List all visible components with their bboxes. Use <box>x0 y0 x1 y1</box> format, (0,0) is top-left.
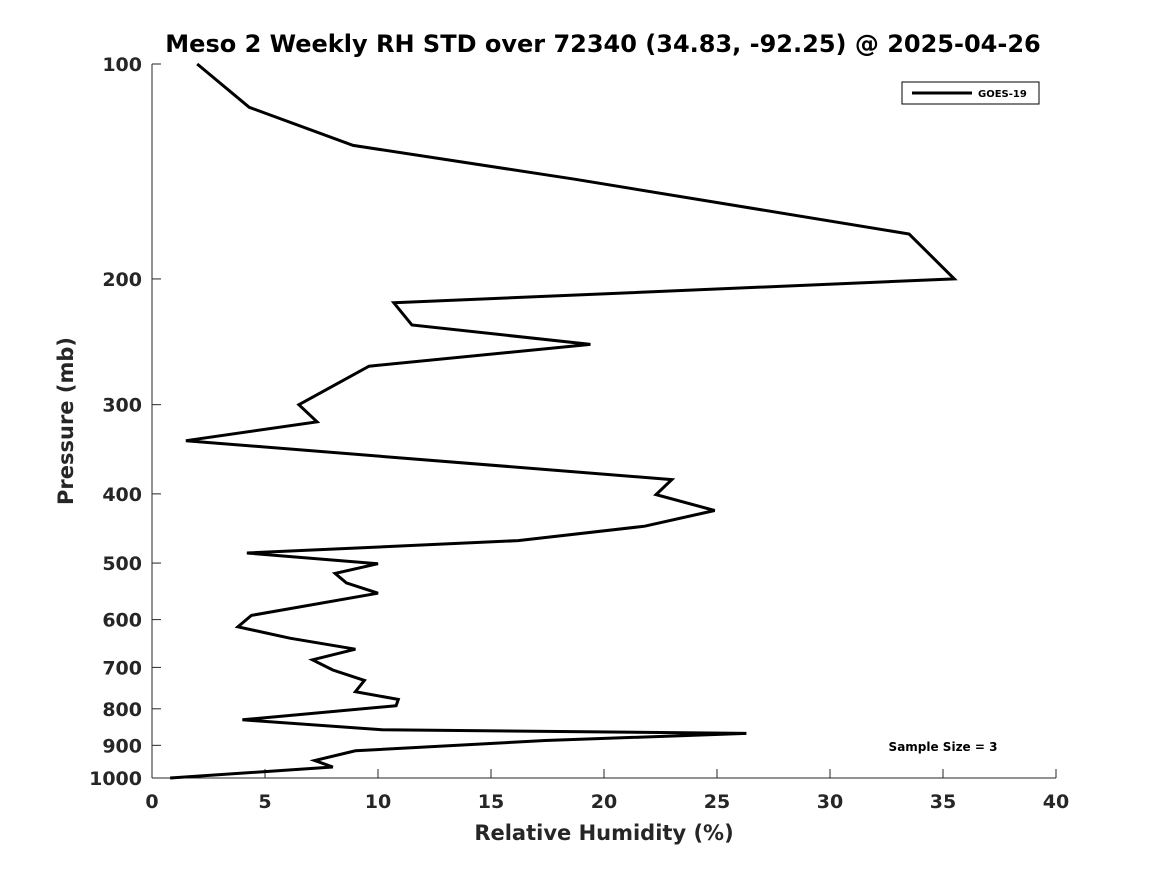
x-tick-label: 0 <box>145 791 158 813</box>
y-axis-label: Pressure (mb) <box>54 337 78 505</box>
chart-title: Meso 2 Weekly RH STD over 72340 (34.83, … <box>165 30 1040 58</box>
x-tick-label: 35 <box>930 791 956 813</box>
y-tick-label: 400 <box>102 484 142 506</box>
sample-size-annotation: Sample Size = 3 <box>889 740 998 754</box>
axes: 0 5 10 15 20 25 30 35 40 100 200 300 400 500 600 700 800… <box>89 54 1069 813</box>
y-tick-label: 300 <box>102 395 142 417</box>
x-tick-label: 25 <box>704 791 730 813</box>
y-tick-label: 600 <box>102 610 142 632</box>
y-tick-label: 800 <box>102 699 142 721</box>
y-tick-label: 700 <box>102 657 142 679</box>
y-tick-label: 100 <box>102 54 142 76</box>
x-tick-label: 40 <box>1043 791 1069 813</box>
x-tick-label: 15 <box>478 791 504 813</box>
y-tick-label: 900 <box>102 735 142 757</box>
series-line-goes-19 <box>169 62 958 780</box>
x-tick-label: 10 <box>365 791 391 813</box>
x-tick-label: 5 <box>258 791 271 813</box>
legend: GOES-19 <box>901 81 1040 105</box>
y-tick-label: 500 <box>102 553 142 575</box>
x-tick-label: 30 <box>817 791 843 813</box>
y-tick-label: 200 <box>102 269 142 291</box>
series-layer <box>169 62 958 780</box>
x-tick-label: 20 <box>591 791 617 813</box>
legend-label-goes-19: GOES-19 <box>978 89 1027 100</box>
x-axis-label: Relative Humidity (%) <box>474 821 733 845</box>
y-tick-label: 1000 <box>89 768 142 790</box>
